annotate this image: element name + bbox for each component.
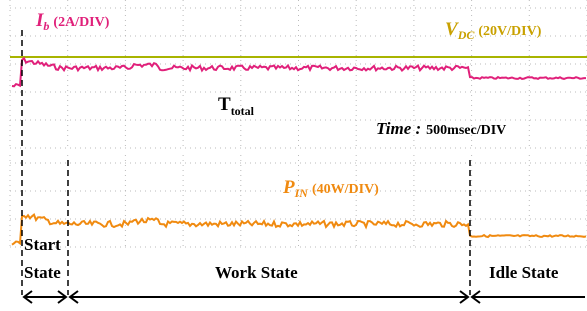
work-label: Work State bbox=[215, 263, 298, 282]
idle-label: Idle State bbox=[489, 263, 559, 282]
start-label: State bbox=[24, 263, 61, 282]
start-label: Start bbox=[24, 235, 61, 254]
figure: Ib(2A/DIV) VDC(20V/DIV) Ttotal Time :500… bbox=[0, 0, 587, 311]
